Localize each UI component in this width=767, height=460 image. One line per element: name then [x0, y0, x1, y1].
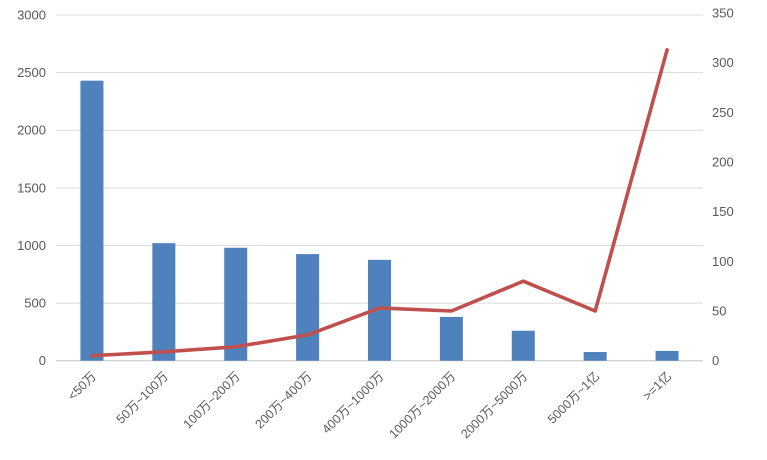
- y-axis-right-tick-label: 50: [712, 304, 726, 319]
- x-axis-category-label: 100万~200万: [181, 369, 243, 431]
- y-axis-left-tick-label: 3000: [17, 8, 46, 23]
- x-axis-category-label: 50万~100万: [114, 369, 171, 426]
- bar: [152, 243, 176, 361]
- y-axis-left-tick-label: 0: [39, 353, 46, 368]
- y-axis-right-tick-label: 0: [712, 353, 719, 368]
- y-axis-left-tick-label: 2000: [17, 123, 46, 138]
- bar: [655, 350, 679, 361]
- y-axis-right-tick-label: 150: [712, 204, 734, 219]
- x-axis-category-label: 200万~400万: [252, 369, 314, 431]
- bar: [224, 247, 248, 361]
- y-axis-right-tick-label: 350: [712, 6, 734, 21]
- x-axis-category-label: <50万: [65, 369, 99, 403]
- x-axis-category-label: 5000万~1亿: [544, 369, 602, 427]
- x-axis-category-label: 1000万~2000万: [386, 369, 458, 441]
- bar: [511, 330, 535, 361]
- y-axis-right-tick-label: 250: [712, 105, 734, 120]
- y-axis-left-tick-label: 1500: [17, 180, 46, 195]
- y-axis-left-tick-label: 2500: [17, 65, 46, 80]
- y-axis-right-tick-label: 300: [712, 55, 734, 70]
- y-axis-right-tick-label: 200: [712, 155, 734, 170]
- bar: [439, 316, 463, 361]
- x-axis-category-label: >=1亿: [639, 369, 674, 404]
- y-axis-left-tick-label: 500: [24, 296, 46, 311]
- bar: [368, 259, 391, 361]
- x-axis-category-label: 2000万~5000万: [458, 369, 530, 441]
- bar: [296, 254, 320, 361]
- x-axis-category-label: 400万~1000万: [319, 369, 386, 436]
- y-axis-right-tick-label: 100: [712, 254, 734, 269]
- y-axis-left-tick-label: 1000: [17, 238, 46, 253]
- bar: [583, 352, 607, 361]
- trend-line: [90, 47, 669, 358]
- bar: [80, 80, 104, 361]
